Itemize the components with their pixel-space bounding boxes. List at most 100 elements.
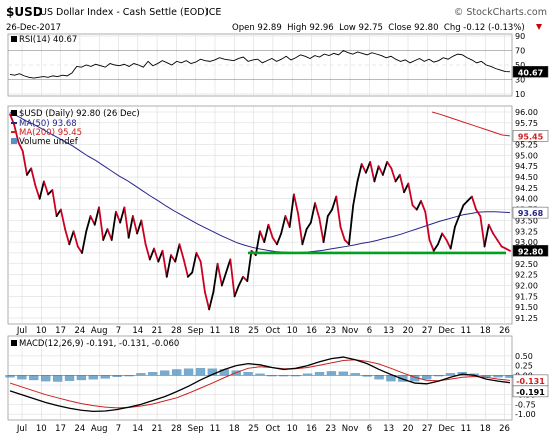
x-tick-label-bottom: 17 [55, 424, 66, 434]
price-segment [335, 195, 342, 228]
x-tick-label-bottom: 26 [499, 424, 510, 434]
x-tick-label-bottom: 18 [480, 424, 491, 434]
x-tick-label: Oct [266, 326, 281, 336]
price-segment [131, 215, 139, 235]
x-tick-label-bottom: Oct [266, 424, 281, 434]
price-segment [254, 230, 261, 257]
price-segment [119, 206, 126, 224]
x-tick-label-bottom: 11 [460, 424, 471, 434]
price-segment [280, 215, 287, 235]
price-segment [34, 184, 41, 200]
price-segment [369, 160, 376, 183]
price-segment [13, 124, 20, 144]
price-segment [267, 223, 274, 239]
macd-panel [7, 335, 513, 421]
legend-price: $USD (Daily) 92.80 (26 Dec) [19, 109, 140, 119]
macd-histogram-bar [76, 375, 87, 381]
price-segment [458, 204, 465, 217]
x-tick-label: 10 [36, 326, 47, 336]
x-tick-label-bottom: 16 [306, 424, 317, 434]
macd-histogram-bar [422, 375, 432, 380]
price-segment [441, 232, 448, 241]
x-tick-label-bottom: Dec [438, 424, 455, 434]
price-segment [127, 215, 134, 239]
macd-histogram-bar [124, 375, 134, 377]
price-segment [322, 215, 329, 244]
macd-histogram-bar [398, 375, 408, 382]
price-tick-label: 94.75 [515, 162, 538, 171]
price-segment [115, 210, 122, 224]
price-segment [288, 193, 295, 228]
price-segment [424, 210, 431, 241]
price-segment [233, 284, 240, 298]
x-tick-label: 16 [306, 326, 317, 336]
price-segment [403, 182, 410, 194]
rsi-legend: RSI(14) 40.67 [19, 35, 77, 45]
price-segment [123, 206, 130, 239]
brand-logo: © StockCharts.com [454, 7, 547, 18]
price-segment [208, 291, 215, 311]
price-segment [398, 173, 405, 194]
x-tick-label: 17 [55, 326, 66, 336]
macd-signal-badge-text: -0.131 [516, 377, 545, 386]
close-badge [512, 245, 549, 257]
price-segment [64, 228, 71, 246]
macd-histogram-bar [255, 373, 265, 376]
price-segment [216, 262, 223, 287]
macd-histogram-bar [350, 373, 360, 376]
macd-histogram-bar [41, 375, 51, 382]
x-tick-label: Nov [342, 326, 359, 336]
price-segment [390, 167, 397, 183]
x-tick-label: 21 [152, 326, 163, 336]
macd-histogram-bar [314, 372, 325, 376]
x-tick-label: Jul [16, 326, 27, 336]
x-tick-label-bottom: 18 [229, 424, 240, 434]
price-segment [191, 252, 198, 274]
price-segment [292, 193, 300, 215]
macd-histogram-bar [326, 371, 337, 376]
x-tick-label-bottom: 6 [367, 424, 372, 434]
macd-histogram-bar [433, 375, 444, 377]
price-segment [204, 291, 211, 311]
x-tick-label-bottom: 25 [248, 424, 259, 434]
x-tick-label-bottom: 11 [210, 424, 221, 434]
macd-histogram-bar [52, 375, 63, 382]
rsi-tick-label: 70 [515, 47, 525, 56]
x-tick-label: Aug [91, 326, 108, 336]
x-tick-label: Sep [188, 326, 204, 336]
macd-histogram-bar [386, 375, 396, 382]
macd-value-badge-text: -0.191 [516, 388, 545, 397]
price-segment [309, 202, 316, 224]
price-tick-label: 95.00 [515, 151, 538, 160]
price-segment [318, 217, 325, 244]
x-tick-label-bottom: 27 [422, 424, 433, 434]
macd-histogram-bar [291, 375, 301, 377]
x-tick-label: 25 [248, 326, 259, 336]
price-tick-label: 94.50 [515, 173, 538, 182]
macd-histogram-bar [148, 372, 158, 376]
rsi-line [9, 49, 511, 79]
price-segment [136, 219, 143, 235]
macd-signal-line [9, 359, 511, 409]
price-segment [407, 182, 414, 207]
price-panel [7, 105, 513, 325]
price-segment [356, 163, 363, 183]
price-segment [55, 208, 62, 217]
price-segment [386, 160, 393, 170]
price-segment [229, 258, 236, 298]
x-tick-label: 10 [287, 326, 298, 336]
rsi-tick-label: 90 [515, 32, 525, 41]
x-tick-label-bottom: 10 [287, 424, 298, 434]
x-tick-label-bottom: 7 [116, 424, 121, 434]
macd-histogram-bar [195, 368, 206, 376]
price-segment [297, 213, 304, 246]
x-tick-label-bottom: Sep [188, 424, 204, 434]
macd-histogram-bar [374, 375, 384, 380]
macd-tick-label: 0.50 [515, 352, 533, 361]
symbol-title: $USD [6, 5, 43, 19]
macd-line [9, 356, 511, 413]
price-tick-label: 92.50 [515, 260, 538, 269]
price-tick-label: 94.25 [515, 184, 538, 193]
close-badge-text: 92.80 [518, 247, 544, 256]
